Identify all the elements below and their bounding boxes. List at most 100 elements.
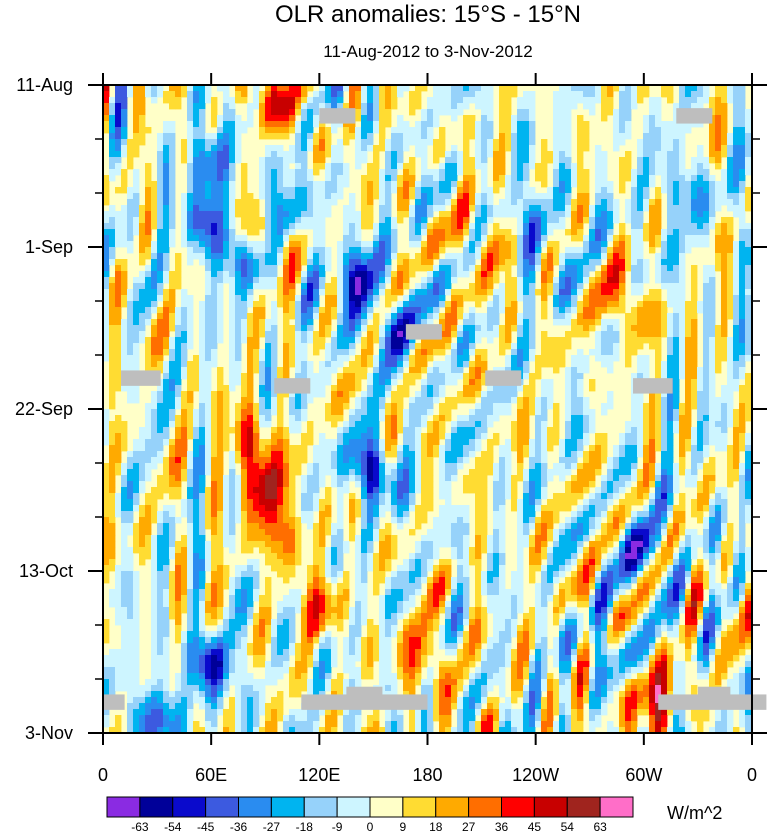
heatmap-cell bbox=[265, 211, 272, 218]
heatmap-cell bbox=[661, 91, 668, 98]
heatmap-cell bbox=[505, 85, 512, 92]
heatmap-cell bbox=[529, 391, 536, 398]
heatmap-cell bbox=[391, 241, 398, 248]
heatmap-cell bbox=[271, 427, 278, 434]
heatmap-cell bbox=[379, 181, 386, 188]
heatmap-cell bbox=[733, 115, 740, 122]
heatmap-cell bbox=[709, 217, 716, 224]
heatmap-cell bbox=[127, 331, 134, 338]
heatmap-cell bbox=[733, 193, 740, 200]
heatmap-cell bbox=[157, 355, 164, 362]
heatmap-cell bbox=[715, 127, 722, 134]
heatmap-cell bbox=[517, 181, 524, 188]
heatmap-cell bbox=[553, 247, 560, 254]
heatmap-cell bbox=[469, 241, 476, 248]
heatmap-cell bbox=[679, 145, 686, 152]
heatmap-cell bbox=[361, 103, 368, 110]
heatmap-cell bbox=[109, 289, 116, 296]
heatmap-cell bbox=[673, 103, 680, 110]
heatmap-cell bbox=[649, 115, 656, 122]
heatmap-cell bbox=[235, 319, 242, 326]
heatmap-cell bbox=[193, 367, 200, 374]
heatmap-cell bbox=[139, 205, 146, 212]
heatmap-cell bbox=[721, 121, 728, 128]
heatmap-cell bbox=[679, 241, 686, 248]
heatmap-cell bbox=[139, 313, 146, 320]
heatmap-cell bbox=[439, 211, 446, 218]
heatmap-cell bbox=[571, 235, 578, 242]
heatmap-cell bbox=[487, 115, 494, 122]
heatmap-cell bbox=[475, 427, 482, 434]
heatmap-cell bbox=[379, 205, 386, 212]
heatmap-cell bbox=[301, 361, 308, 368]
heatmap-cell bbox=[475, 163, 482, 170]
heatmap-cell bbox=[295, 217, 302, 224]
heatmap-cell bbox=[685, 307, 692, 314]
heatmap-cell bbox=[505, 241, 512, 248]
heatmap-cell bbox=[727, 139, 734, 146]
heatmap-cell bbox=[607, 361, 614, 368]
heatmap-cell bbox=[625, 241, 632, 248]
heatmap-cell bbox=[115, 361, 122, 368]
heatmap-cell bbox=[493, 157, 500, 164]
heatmap-cell bbox=[145, 253, 152, 260]
heatmap-cell bbox=[439, 139, 446, 146]
heatmap-cell bbox=[319, 103, 326, 110]
heatmap-cell bbox=[499, 247, 506, 254]
heatmap-cell bbox=[205, 283, 212, 290]
heatmap-cell bbox=[373, 397, 380, 404]
heatmap-cell bbox=[535, 193, 542, 200]
heatmap-cell bbox=[379, 133, 386, 140]
heatmap-cell bbox=[559, 115, 566, 122]
heatmap-cell bbox=[325, 199, 332, 206]
heatmap-cell bbox=[391, 235, 398, 242]
heatmap-cell bbox=[739, 241, 746, 248]
heatmap-cell bbox=[295, 391, 302, 398]
heatmap-cell bbox=[601, 253, 608, 260]
heatmap-cell bbox=[379, 199, 386, 206]
heatmap-cell bbox=[637, 151, 644, 158]
heatmap-cell bbox=[109, 391, 116, 398]
heatmap-cell bbox=[259, 91, 266, 98]
heatmap-cell bbox=[391, 91, 398, 98]
heatmap-cell bbox=[193, 373, 200, 380]
heatmap-cell bbox=[361, 433, 368, 440]
heatmap-cell bbox=[679, 265, 686, 272]
heatmap-cell bbox=[343, 247, 350, 254]
heatmap-cell bbox=[541, 343, 548, 350]
heatmap-cell bbox=[271, 175, 278, 182]
heatmap-cell bbox=[103, 103, 110, 110]
heatmap-cell bbox=[541, 235, 548, 242]
heatmap-cell bbox=[439, 169, 446, 176]
heatmap-cell bbox=[613, 337, 620, 344]
heatmap-cell bbox=[283, 301, 290, 308]
heatmap-cell bbox=[379, 379, 386, 386]
heatmap-cell bbox=[589, 85, 596, 92]
heatmap-cell bbox=[607, 325, 614, 332]
heatmap-cell bbox=[109, 253, 116, 260]
heatmap-cell bbox=[229, 115, 236, 122]
heatmap-cell bbox=[553, 109, 560, 116]
heatmap-cell bbox=[385, 403, 392, 410]
heatmap-cell bbox=[499, 253, 506, 260]
heatmap-cell bbox=[277, 127, 284, 134]
heatmap-cell bbox=[391, 391, 398, 398]
heatmap-cell bbox=[457, 307, 464, 314]
heatmap-cell bbox=[277, 367, 284, 374]
heatmap-cell bbox=[397, 139, 404, 146]
heatmap-cell bbox=[265, 187, 272, 194]
heatmap-cell bbox=[565, 133, 572, 140]
heatmap-cell bbox=[679, 187, 686, 194]
heatmap-cell bbox=[721, 127, 728, 134]
heatmap-cell bbox=[427, 355, 434, 362]
heatmap-cell bbox=[235, 97, 242, 104]
heatmap-cell bbox=[727, 199, 734, 206]
heatmap-cell bbox=[667, 367, 674, 374]
heatmap-cell bbox=[697, 85, 704, 92]
heatmap-cell bbox=[733, 109, 740, 116]
heatmap-cell bbox=[397, 127, 404, 134]
heatmap-cell bbox=[235, 403, 242, 410]
heatmap-cell bbox=[265, 349, 272, 356]
heatmap-cell bbox=[685, 361, 692, 368]
heatmap-cell bbox=[289, 415, 296, 422]
